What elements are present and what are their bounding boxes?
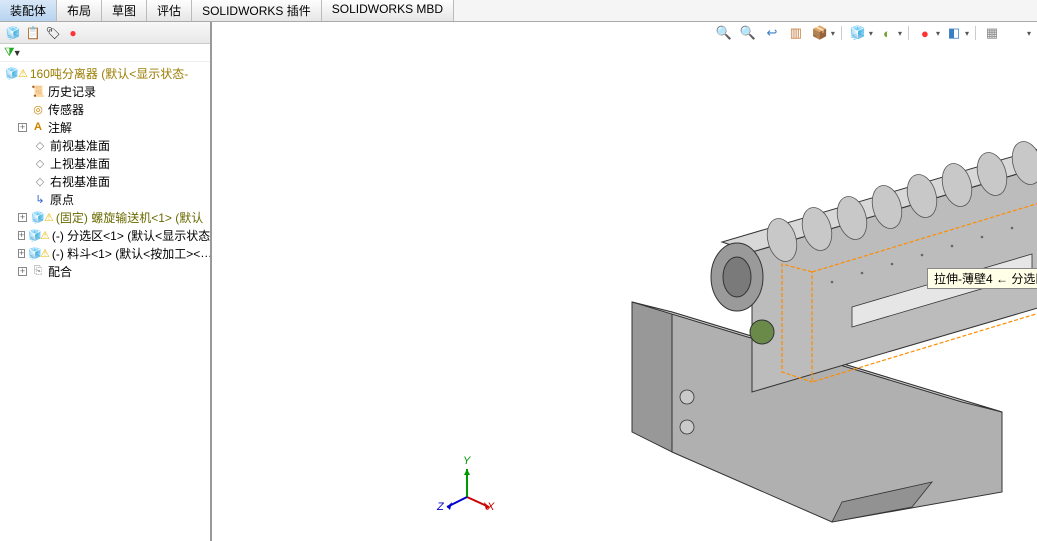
render-icon[interactable]: ▦ [982, 24, 1002, 42]
tab-sw-mbd[interactable]: SOLIDWORKS MBD [322, 0, 454, 21]
expander[interactable]: + [18, 123, 27, 132]
ellipsis: … [200, 246, 210, 260]
chevron-down-icon: ▼ [13, 48, 22, 58]
tree-item-hopper[interactable]: + 🧊⚠ (-) 料斗<1> (默认<按加工><… [0, 244, 210, 262]
tree-item-mates[interactable]: + ⎘ 配合 [0, 262, 210, 280]
plane-icon: ◇ [32, 155, 48, 171]
tree-root-label: 160吨分离器 (默认<显示状态- [30, 65, 188, 82]
tree-item-front-plane[interactable]: ◇ 前视基准面 [0, 136, 210, 154]
hierarchy-icon[interactable]: 🏷 [44, 24, 62, 42]
tree-item-label: 历史记录 [48, 83, 96, 100]
warning-icon: ⚠ [18, 67, 28, 80]
chevron-down-icon[interactable]: ▾ [1027, 29, 1031, 38]
tree-item-history[interactable]: 📜 历史记录 [0, 82, 210, 100]
tree-item-origin[interactable]: ↳ 原点 [0, 190, 210, 208]
chevron-down-icon[interactable]: ▾ [965, 29, 969, 38]
tab-sw-addins[interactable]: SOLIDWORKS 插件 [192, 0, 322, 21]
tab-evaluate[interactable]: 评估 [147, 0, 192, 21]
tree-item-right-plane[interactable]: ◇ 右视基准面 [0, 172, 210, 190]
plane-icon: ◇ [32, 173, 48, 189]
tree-item-label: (固定) 螺旋输送机<1> (默认 [56, 209, 203, 226]
axis-y-label: Y [463, 455, 470, 467]
expander[interactable]: + [18, 267, 27, 276]
origin-icon: ↳ [32, 191, 48, 207]
heads-up-view-toolbar: 🔍🔍↩▥📦▾🧊▾◐▾●▾◧▾▦▾ [714, 22, 1031, 44]
hover-tooltip: 拉伸-薄壁4 ← 分选区壳体<1> [927, 268, 1037, 289]
scene-icon[interactable]: ◧ [944, 24, 964, 42]
tab-layout[interactable]: 布局 [57, 0, 102, 21]
tree-item-sorting-zone[interactable]: + 🧊⚠ (-) 分选区<1> (默认<显示状态 [0, 226, 210, 244]
section-icon[interactable]: ▥ [786, 24, 806, 42]
zoom-area-icon[interactable]: 🔍 [738, 24, 758, 42]
tree-item-label: 右视基准面 [50, 173, 110, 190]
appearance2-icon[interactable]: ● [915, 24, 935, 42]
expander[interactable]: + [18, 213, 27, 222]
tab-sketch[interactable]: 草图 [102, 0, 147, 21]
tab-assembly[interactable]: 装配体 [0, 0, 57, 21]
axis-z-label: Z [437, 501, 444, 513]
tree-item-label: 注解 [48, 119, 72, 136]
tree-item-label: 配合 [48, 263, 72, 280]
feature-manager-panel: 🧊 📋 🏷 ● ⧩▼ 🧊⚠ 160吨分离器 (默认<显示状态- 📜 历史记录 ◎… [0, 22, 212, 541]
mates-icon: ⎘ [30, 263, 46, 279]
display-style-icon[interactable]: 🧊 [848, 24, 868, 42]
assembly-icon[interactable]: 🧊 [4, 24, 22, 42]
warning-icon: ⚠ [44, 211, 54, 224]
history-icon: 📜 [30, 83, 46, 99]
tree-item-screw-conveyor[interactable]: + 🧊⚠ (固定) 螺旋输送机<1> (默认 [0, 208, 210, 226]
chevron-down-icon[interactable]: ▾ [869, 29, 873, 38]
prev-view-icon[interactable]: ↩ [762, 24, 782, 42]
zoom-fit-icon[interactable]: 🔍 [714, 24, 734, 42]
tree-item-label: 上视基准面 [50, 155, 110, 172]
tree-item-label: 前视基准面 [50, 137, 110, 154]
chevron-down-icon[interactable]: ▾ [898, 29, 902, 38]
separator [841, 26, 842, 40]
tree-item-label: (-) 料斗<1> (默认<按加工>< [52, 245, 200, 262]
view-triad[interactable]: X Y Z [437, 457, 497, 517]
graphics-viewport[interactable]: 🔍🔍↩▥📦▾🧊▾◐▾●▾◧▾▦▾ [212, 22, 1037, 541]
settings-icon[interactable] [1006, 24, 1026, 42]
chevron-down-icon[interactable]: ▾ [831, 29, 835, 38]
tree-filter-row[interactable]: ⧩▼ [0, 44, 210, 62]
appearance-icon[interactable]: ● [64, 24, 82, 42]
tree-item-sensors[interactable]: ◎ 传感器 [0, 100, 210, 118]
model-3d[interactable] [572, 52, 1037, 532]
sheet-icon[interactable]: 📋 [24, 24, 42, 42]
warning-icon: ⚠ [40, 247, 50, 260]
tree-item-label: (-) 分选区<1> (默认<显示状态 [52, 227, 210, 244]
warning-icon: ⚠ [40, 229, 50, 242]
panel-tab-toolbar: 🧊 📋 🏷 ● [0, 22, 210, 44]
separator [975, 26, 976, 40]
view-orient-icon[interactable]: 📦 [810, 24, 830, 42]
chevron-down-icon[interactable]: ▾ [936, 29, 940, 38]
tree-item-annotations[interactable]: + A 注解 [0, 118, 210, 136]
axis-x-label: X [487, 501, 494, 513]
command-manager-tabs: 装配体 布局 草图 评估 SOLIDWORKS 插件 SOLIDWORKS MB… [0, 0, 1037, 22]
main-area: 🧊 📋 🏷 ● ⧩▼ 🧊⚠ 160吨分离器 (默认<显示状态- 📜 历史记录 ◎… [0, 22, 1037, 541]
plane-icon: ◇ [32, 137, 48, 153]
feature-tree: 🧊⚠ 160吨分离器 (默认<显示状态- 📜 历史记录 ◎ 传感器 + A 注解… [0, 62, 210, 541]
tree-root[interactable]: 🧊⚠ 160吨分离器 (默认<显示状态- [0, 64, 210, 82]
sensor-icon: ◎ [30, 101, 46, 117]
annotation-icon: A [30, 119, 46, 135]
expander[interactable]: + [18, 249, 25, 258]
tree-item-label: 传感器 [48, 101, 84, 118]
hide-show-icon[interactable]: ◐ [877, 24, 897, 42]
separator [908, 26, 909, 40]
expander[interactable]: + [18, 231, 25, 240]
tree-item-top-plane[interactable]: ◇ 上视基准面 [0, 154, 210, 172]
tree-item-label: 原点 [50, 191, 74, 208]
